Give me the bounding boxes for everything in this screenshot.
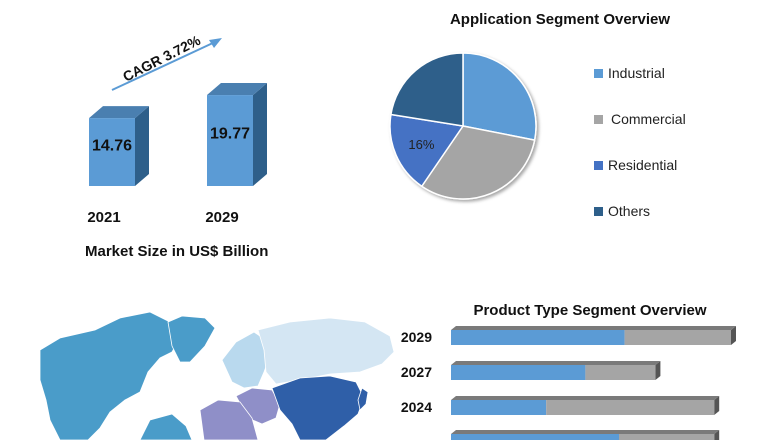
hbar-top-shadow <box>451 361 661 365</box>
map-region-africa <box>199 399 259 440</box>
pie-slice-industrial <box>462 52 537 141</box>
hbar-segment <box>451 365 586 380</box>
map-region-greenland <box>167 315 216 363</box>
map-region-japan <box>357 387 369 411</box>
application-pie-legend: Industrial Commercial Residential Others <box>594 65 686 219</box>
market-bar-top <box>207 83 267 96</box>
hbar-category-label: 2027 <box>401 364 432 380</box>
legend-swatch-industrial <box>594 69 603 78</box>
map-region-russia <box>257 317 395 385</box>
market-bar-top <box>89 106 149 119</box>
hbar-side-shadow <box>714 430 720 440</box>
world-map <box>39 311 395 440</box>
hbar-top-shadow <box>451 326 736 330</box>
hbar-segment <box>451 330 625 345</box>
market-bar-side <box>135 106 149 186</box>
market-bar-side <box>253 83 267 186</box>
market-bar-category-label: 2029 <box>205 209 238 226</box>
hbar-category-label: 2024 <box>401 399 432 415</box>
map-region-asia-pacific <box>271 375 365 440</box>
hbar-side-shadow <box>714 396 720 415</box>
map-region-south-america <box>139 413 193 440</box>
market-bar <box>207 95 253 186</box>
market-bar-category-label: 2021 <box>87 209 120 226</box>
market-bar <box>89 118 135 186</box>
hbar-side-shadow <box>731 326 736 345</box>
hbar-segment <box>624 330 731 345</box>
hbar-top-shadow <box>451 430 720 434</box>
application-pie-chart <box>389 52 537 200</box>
pie-slice-data-label: 16% <box>408 137 434 152</box>
hbar-segment <box>451 434 619 440</box>
hbar-category-label: 2029 <box>401 329 432 345</box>
market-bar-value-label: 19.77 <box>210 126 250 143</box>
market-size-label: Market Size in US$ Billion <box>85 243 268 260</box>
cagr-arrow <box>111 38 222 91</box>
market-size-bar-chart: 14.76 2021 19.77 2029 <box>87 83 267 226</box>
pie-slice-others <box>390 52 464 127</box>
legend-swatch-commercial <box>594 115 603 124</box>
hbar-top-shadow <box>451 396 720 400</box>
hbar-segment <box>585 365 656 380</box>
legend-label-commercial: Commercial <box>611 111 686 127</box>
legend-label-others: Others <box>608 203 650 219</box>
pie-slice-commercial <box>420 125 536 200</box>
application-pie-title: Application Segment Overview <box>450 11 670 28</box>
hbar-segment <box>619 434 715 440</box>
hbar-side-shadow <box>655 361 661 380</box>
product-type-bar-chart: 2029 2027 2024 <box>401 326 736 440</box>
legend-label-industrial: Industrial <box>608 65 665 81</box>
legend-swatch-residential <box>594 161 603 170</box>
pie-data-labels: 16% <box>408 137 434 152</box>
product-type-title: Product Type Segment Overview <box>473 302 706 319</box>
cagr-annotation: CAGR 3.72% <box>120 32 203 85</box>
market-bar-value-label: 14.76 <box>92 138 132 155</box>
pie-slice-residential <box>389 113 465 188</box>
legend-label-residential: Residential <box>608 157 677 173</box>
legend-swatch-others <box>594 207 603 216</box>
hbar-segment <box>546 400 715 415</box>
map-region-north-america <box>39 311 181 440</box>
hbar-segment <box>451 400 547 415</box>
